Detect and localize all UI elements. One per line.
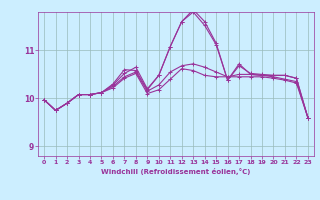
X-axis label: Windchill (Refroidissement éolien,°C): Windchill (Refroidissement éolien,°C) <box>101 168 251 175</box>
